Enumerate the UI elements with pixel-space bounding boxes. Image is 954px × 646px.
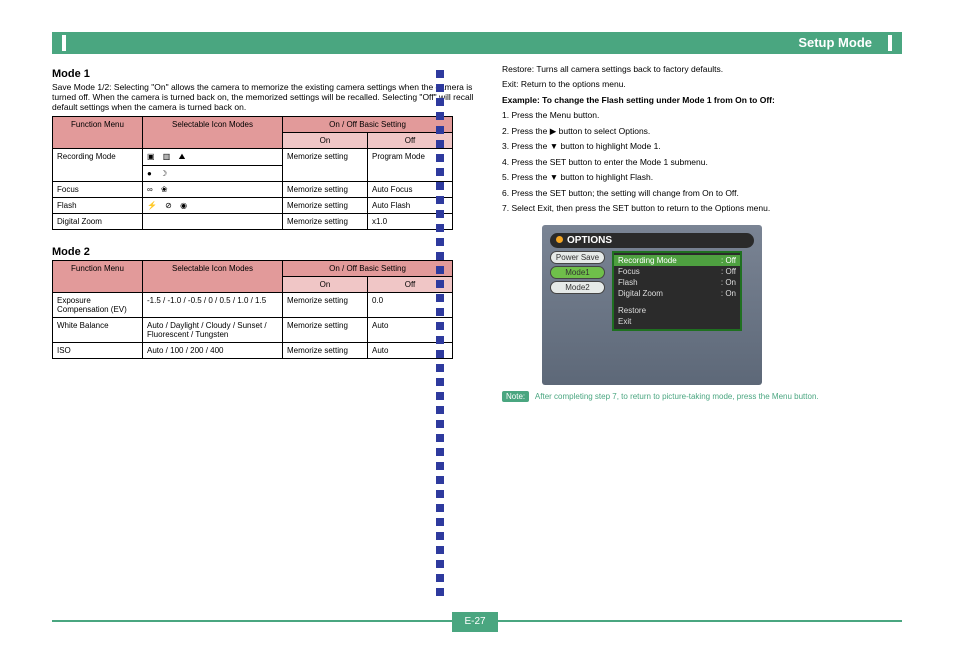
example-heading: Example: To change the Flash setting und… <box>502 95 902 106</box>
mode1-table: Function Menu Selectable Icon Modes On /… <box>52 116 453 230</box>
divider-square <box>436 476 444 484</box>
recording-mode-icons-2: ● ☽ <box>143 166 283 182</box>
mode2-col-on: On <box>283 277 368 293</box>
options-tabs: Power Save Mode1 Mode2 <box>550 251 605 296</box>
step-5: 5. Press the ▼ button to highlight Flash… <box>502 172 902 183</box>
menu-row-flash[interactable]: Flash: On <box>614 277 740 288</box>
divider-square <box>436 70 444 78</box>
mode1-col-icons: Selectable Icon Modes <box>143 117 283 149</box>
divider-square <box>436 266 444 274</box>
tab-mode2[interactable]: Mode2 <box>550 281 605 294</box>
divider-square <box>436 364 444 372</box>
recording-mode-icons-1: ▣ ▥ ⛰ <box>143 149 283 166</box>
divider-square <box>436 420 444 428</box>
menu-row-focus[interactable]: Focus: Off <box>614 266 740 277</box>
header-accent-left <box>62 35 66 51</box>
menu-row-exit[interactable]: Exit <box>614 316 740 327</box>
header-title: Setup Mode <box>798 35 872 50</box>
step-6: 6. Press the SET button; the setting wil… <box>502 188 902 199</box>
step-1: 1. Press the Menu button. <box>502 110 902 121</box>
mode2-col-modes: Selectable Icon Modes <box>143 261 283 293</box>
divider-square <box>436 140 444 148</box>
divider-square <box>436 294 444 302</box>
menu-row-restore[interactable]: Restore <box>614 305 740 316</box>
divider-square <box>436 504 444 512</box>
divider-square <box>436 350 444 358</box>
note-block: Note: After completing step 7, to return… <box>502 391 902 402</box>
tab-power-save[interactable]: Power Save <box>550 251 605 264</box>
options-menu: Recording Mode: Off Focus: Off Flash: On… <box>612 251 742 331</box>
divider-square <box>436 448 444 456</box>
mode1-col-on: On <box>283 133 368 149</box>
right-column: Restore: Turns all camera settings back … <box>502 60 902 402</box>
divider-square <box>436 182 444 190</box>
left-column: Mode 1 Save Mode 1/2: Selecting "On" all… <box>52 60 482 359</box>
table-row: Flash ⚡ ⊘ ◉ Memorize setting Auto Flash <box>53 198 453 214</box>
divider-square <box>436 308 444 316</box>
divider-square <box>436 518 444 526</box>
divider-square <box>436 434 444 442</box>
header-bar: Setup Mode <box>52 32 902 54</box>
divider-square <box>436 126 444 134</box>
mode2-col-fn: Function Menu <box>53 261 143 293</box>
divider-square <box>436 84 444 92</box>
divider-square <box>436 322 444 330</box>
mode1-col-fn: Function Menu <box>53 117 143 149</box>
table-row: Focus ∞ ❀ Memorize setting Auto Focus <box>53 182 453 198</box>
menu-row-digital-zoom[interactable]: Digital Zoom: On <box>614 288 740 299</box>
divider-square <box>436 238 444 246</box>
table-row: White Balance Auto / Daylight / Cloudy /… <box>53 318 453 343</box>
mode2-heading: Mode 2 <box>52 246 482 258</box>
page-number: E-27 <box>452 612 498 632</box>
options-screenshot: OPTIONS Power Save Mode1 Mode2 Recording… <box>542 225 762 385</box>
step-2: 2. Press the ▶ button to select Options. <box>502 126 902 137</box>
divider-square <box>436 546 444 554</box>
note-text: After completing step 7, to return to pi… <box>535 392 819 401</box>
divider-square <box>436 112 444 120</box>
step-3: 3. Press the ▼ button to highlight Mode … <box>502 141 902 152</box>
table-row: Recording Mode ▣ ▥ ⛰ Memorize setting Pr… <box>53 149 453 166</box>
step-7: 7. Select Exit, then press the SET butto… <box>502 203 902 214</box>
divider-square <box>436 574 444 582</box>
divider-square <box>436 252 444 260</box>
restore-text: Restore: Turns all camera settings back … <box>502 64 902 75</box>
header-accent-right <box>888 35 892 51</box>
mode1-col-onoff: On / Off Basic Setting <box>283 117 453 133</box>
divider-square <box>436 532 444 540</box>
note-label: Note: <box>502 391 529 402</box>
options-title-bar: OPTIONS <box>550 233 754 248</box>
focus-icons: ∞ ❀ <box>143 182 283 198</box>
exit-text: Exit: Return to the options menu. <box>502 79 902 90</box>
menu-row-recording[interactable]: Recording Mode: Off <box>614 255 740 266</box>
divider-square <box>436 392 444 400</box>
divider-square <box>436 154 444 162</box>
divider-square <box>436 560 444 568</box>
divider-square <box>436 168 444 176</box>
mode1-heading: Mode 1 <box>52 68 482 80</box>
divider-square <box>436 406 444 414</box>
mode1-subtext: Save Mode 1/2: Selecting "On" allows the… <box>52 82 482 112</box>
divider-square <box>436 210 444 218</box>
divider-square <box>436 336 444 344</box>
options-title: OPTIONS <box>567 235 612 246</box>
mode2-col-onoff: On / Off Basic Setting <box>283 261 453 277</box>
divider-square <box>436 98 444 106</box>
divider-square <box>436 588 444 596</box>
step-4: 4. Press the SET button to enter the Mod… <box>502 157 902 168</box>
mode2-table: Function Menu Selectable Icon Modes On /… <box>52 260 453 359</box>
table-row: Exposure Compensation (EV) -1.5 / -1.0 /… <box>53 293 453 318</box>
divider-square <box>436 280 444 288</box>
options-dot-icon <box>556 236 563 243</box>
tab-mode1[interactable]: Mode1 <box>550 266 605 279</box>
table-row: Digital Zoom Memorize setting x1.0 <box>53 214 453 230</box>
divider-square <box>436 490 444 498</box>
table-row: ISO Auto / 100 / 200 / 400 Memorize sett… <box>53 343 453 359</box>
divider-square <box>436 224 444 232</box>
divider-square <box>436 196 444 204</box>
divider-square <box>436 462 444 470</box>
divider-square <box>436 378 444 386</box>
column-divider <box>436 70 446 602</box>
flash-icons: ⚡ ⊘ ◉ <box>143 198 283 214</box>
